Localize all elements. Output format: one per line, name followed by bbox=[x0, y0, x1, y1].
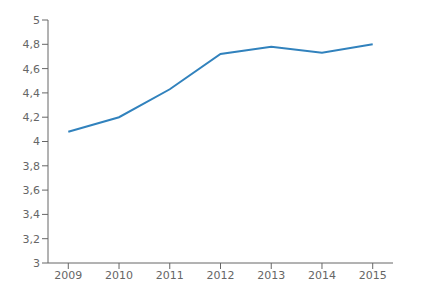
svg-text:4,6: 4,6 bbox=[23, 63, 41, 76]
svg-text:2015: 2015 bbox=[359, 269, 387, 282]
svg-text:5: 5 bbox=[33, 14, 40, 27]
svg-text:4,4: 4,4 bbox=[23, 87, 41, 100]
svg-text:3,2: 3,2 bbox=[23, 233, 41, 246]
svg-text:2012: 2012 bbox=[207, 269, 235, 282]
svg-text:2010: 2010 bbox=[105, 269, 133, 282]
svg-text:4: 4 bbox=[33, 135, 40, 148]
svg-text:3,6: 3,6 bbox=[23, 184, 41, 197]
svg-text:3: 3 bbox=[33, 257, 40, 270]
svg-text:3,4: 3,4 bbox=[23, 208, 41, 221]
svg-text:3,8: 3,8 bbox=[23, 160, 41, 173]
svg-text:2011: 2011 bbox=[156, 269, 184, 282]
svg-text:4,8: 4,8 bbox=[23, 38, 41, 51]
svg-text:2013: 2013 bbox=[257, 269, 285, 282]
svg-text:2009: 2009 bbox=[54, 269, 82, 282]
svg-text:2014: 2014 bbox=[308, 269, 336, 282]
svg-text:4,2: 4,2 bbox=[23, 111, 41, 124]
